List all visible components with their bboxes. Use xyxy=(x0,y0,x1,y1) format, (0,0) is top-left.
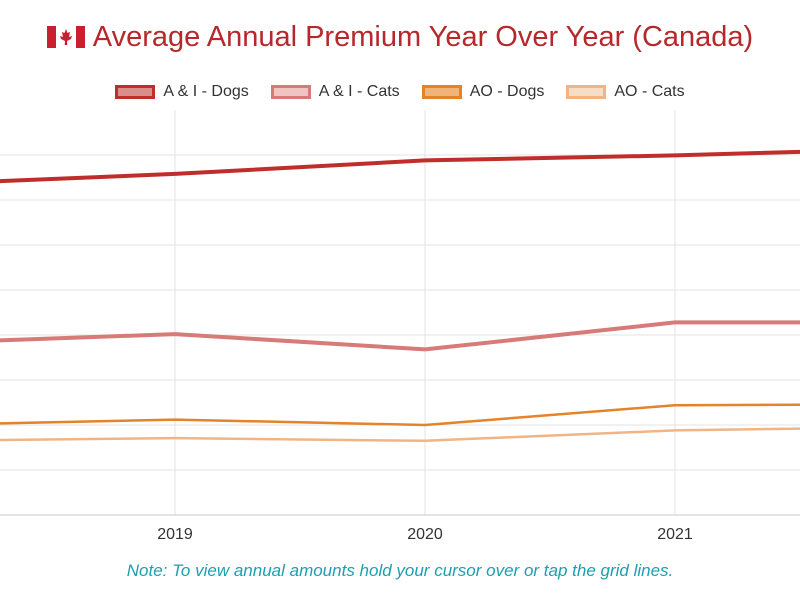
legend-label-ai-dogs: A & I - Dogs xyxy=(163,83,249,100)
series-line-3 xyxy=(0,427,800,443)
legend-item-ao-dogs[interactable]: AO - Dogs xyxy=(421,83,545,101)
legend-item-ao-cats[interactable]: AO - Cats xyxy=(566,83,685,101)
series-line-1 xyxy=(0,320,800,352)
chart-header: Average Annual Premium Year Over Year (C… xyxy=(0,14,800,60)
series-line-0 xyxy=(0,149,800,184)
legend-swatch-ai-dogs xyxy=(115,85,156,99)
x-tick-label: 2021 xyxy=(657,526,693,543)
canada-flag-icon xyxy=(46,26,85,48)
x-tick-label: 2019 xyxy=(157,526,193,543)
chart-title: Average Annual Premium Year Over Year (C… xyxy=(92,20,754,53)
legend-swatch-ao-dogs xyxy=(421,85,462,99)
chart-note: Note: To view annual amounts hold your c… xyxy=(126,561,674,580)
legend-label-ai-cats: A & I - Cats xyxy=(318,83,400,100)
legend-swatch-ai-cats xyxy=(270,85,311,99)
legend-item-ai-cats[interactable]: A & I - Cats xyxy=(270,83,400,101)
series-line-2 xyxy=(0,403,800,427)
legend-swatch-ao-cats xyxy=(566,85,607,99)
x-tick-label: 2020 xyxy=(407,526,443,543)
chart-legend: A & I - Dogs A & I - Cats AO - Dogs AO -… xyxy=(0,78,800,106)
legend-label-ao-cats: AO - Cats xyxy=(614,83,685,100)
legend-label-ao-dogs: AO - Dogs xyxy=(469,83,545,100)
legend-item-ai-dogs[interactable]: A & I - Dogs xyxy=(115,83,249,101)
